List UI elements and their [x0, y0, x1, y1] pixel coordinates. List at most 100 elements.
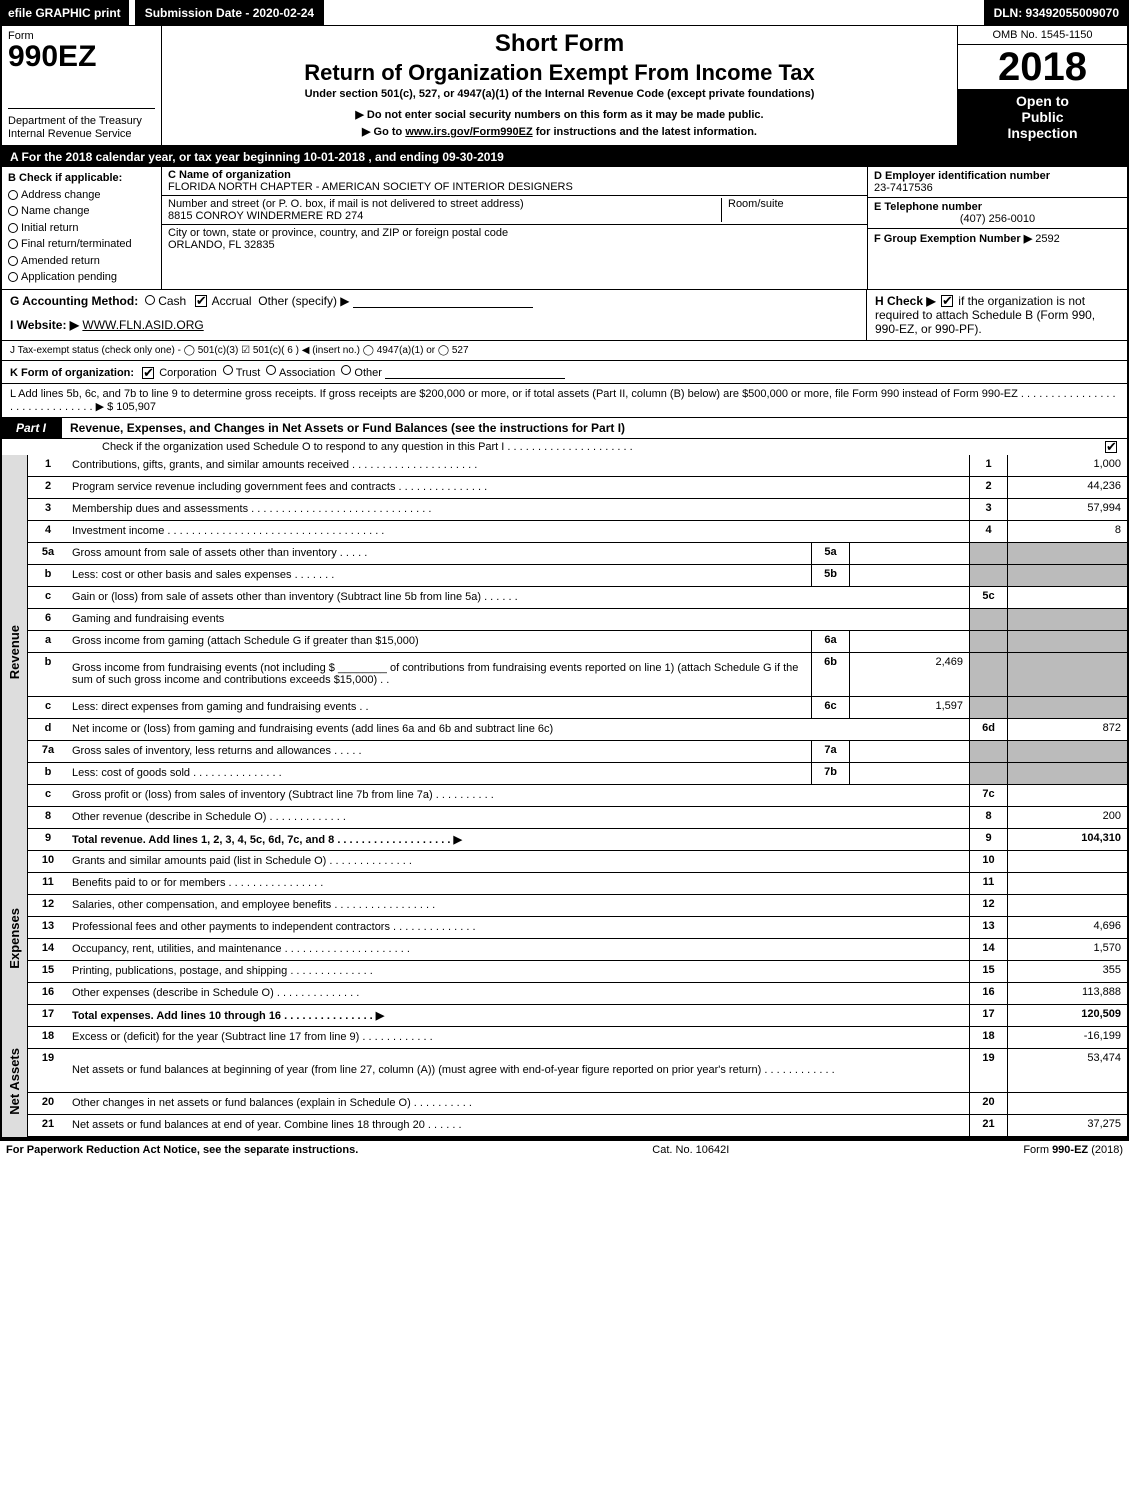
line-8: 8Other revenue (describe in Schedule O) …	[28, 807, 1127, 829]
line-c: cLess: direct expenses from gaming and f…	[28, 697, 1127, 719]
ein-label: D Employer identification number	[874, 170, 1121, 182]
k-other-field[interactable]	[385, 365, 565, 379]
cb-assoc[interactable]	[266, 365, 276, 375]
col-val: -16,199	[1007, 1027, 1127, 1048]
col-num: 5c	[969, 587, 1007, 608]
col-val: 355	[1007, 961, 1127, 982]
box-b-label: B Check if applicable:	[8, 170, 155, 187]
cb-final-return[interactable]: Final return/terminated	[8, 236, 155, 253]
box-c: C Name of organization FLORIDA NORTH CHA…	[162, 167, 867, 289]
col-num: 14	[969, 939, 1007, 960]
cb-corp[interactable]	[142, 367, 154, 379]
line-20: 20Other changes in net assets or fund ba…	[28, 1093, 1127, 1115]
page-footer: For Paperwork Reduction Act Notice, see …	[0, 1139, 1129, 1159]
line-5a: 5aGross amount from sale of assets other…	[28, 543, 1127, 565]
cb-initial-return[interactable]: Initial return	[8, 220, 155, 237]
line-number: 7a	[28, 741, 68, 762]
tax-period-bar: A For the 2018 calendar year, or tax yea…	[0, 147, 1129, 167]
line-b: bLess: cost or other basis and sales exp…	[28, 565, 1127, 587]
dln: DLN: 93492055009070	[984, 0, 1129, 25]
cb-pending[interactable]: Application pending	[8, 269, 155, 286]
line-desc: Professional fees and other payments to …	[68, 917, 969, 938]
col-val	[1007, 631, 1127, 652]
ssn-note: ▶ Do not enter social security numbers o…	[355, 108, 763, 121]
g-other: Other (specify) ▶	[258, 294, 349, 308]
cb-part-i-schedule-o[interactable]	[1105, 441, 1117, 453]
cb-other[interactable]	[341, 365, 351, 375]
line-12: 12Salaries, other compensation, and empl…	[28, 895, 1127, 917]
line-21: 21Net assets or fund balances at end of …	[28, 1115, 1127, 1137]
line-number: 19	[28, 1049, 68, 1092]
footer-left: For Paperwork Reduction Act Notice, see …	[6, 1144, 358, 1156]
col-val: 872	[1007, 719, 1127, 740]
line-number: c	[28, 785, 68, 806]
col-num: 20	[969, 1093, 1007, 1114]
sub-col-num: 7b	[811, 763, 849, 784]
submission-date: Submission Date - 2020-02-24	[135, 0, 324, 25]
col-val	[1007, 873, 1127, 894]
line-desc: Total expenses. Add lines 10 through 16 …	[68, 1005, 969, 1026]
info-grid: B Check if applicable: Address change Na…	[0, 167, 1129, 290]
line-number: c	[28, 697, 68, 718]
line-desc: Gross profit or (loss) from sales of inv…	[68, 785, 969, 806]
line-desc: Program service revenue including govern…	[68, 477, 969, 498]
part-i-check-text: Check if the organization used Schedule …	[102, 441, 633, 453]
l-text: L Add lines 5b, 6c, and 7b to line 9 to …	[10, 388, 1116, 413]
g-other-field[interactable]	[353, 294, 533, 308]
line-number: b	[28, 653, 68, 696]
line-d: dNet income or (loss) from gaming and fu…	[28, 719, 1127, 741]
col-val: 104,310	[1007, 829, 1127, 850]
col-val	[1007, 653, 1127, 696]
col-num: 10	[969, 851, 1007, 872]
line-1: 1Contributions, gifts, grants, and simil…	[28, 455, 1127, 477]
col-num: 18	[969, 1027, 1007, 1048]
irs-link[interactable]: www.irs.gov/Form990EZ	[405, 126, 532, 138]
sub-col-val: 1,597	[849, 697, 969, 718]
sub-col-val	[849, 763, 969, 784]
col-val: 4,696	[1007, 917, 1127, 938]
footer-mid: Cat. No. 10642I	[652, 1144, 729, 1156]
cb-address-change[interactable]: Address change	[8, 187, 155, 204]
sub-col-num: 5a	[811, 543, 849, 564]
part-i-header: Part I Revenue, Expenses, and Changes in…	[0, 418, 1129, 439]
form-title: Return of Organization Exempt From Incom…	[304, 60, 815, 86]
col-val	[1007, 763, 1127, 784]
line-16: 16Other expenses (describe in Schedule O…	[28, 983, 1127, 1005]
footer-right: Form 990-EZ (2018)	[1023, 1144, 1123, 1156]
cb-amended[interactable]: Amended return	[8, 253, 155, 270]
omb-number: OMB No. 1545-1150	[958, 26, 1127, 45]
box-b: B Check if applicable: Address change Na…	[2, 167, 162, 289]
col-num	[969, 653, 1007, 696]
cb-h[interactable]	[941, 295, 953, 307]
cb-cash[interactable]	[145, 295, 155, 305]
sub-col-num: 6c	[811, 697, 849, 718]
line-desc: Gross income from gaming (attach Schedul…	[68, 631, 811, 652]
line-14: 14Occupancy, rent, utilities, and mainte…	[28, 939, 1127, 961]
col-val	[1007, 587, 1127, 608]
line-number: 1	[28, 455, 68, 476]
line-desc: Excess or (deficit) for the year (Subtra…	[68, 1027, 969, 1048]
form-title-block: Short Form Return of Organization Exempt…	[162, 26, 957, 145]
efile-print-button[interactable]: efile GRAPHIC print	[0, 0, 129, 25]
line-b: bGross income from fundraising events (n…	[28, 653, 1127, 697]
line-number: 6	[28, 609, 68, 630]
line-desc: Printing, publications, postage, and shi…	[68, 961, 969, 982]
box-def: D Employer identification number 23-7417…	[867, 167, 1127, 289]
line-2: 2Program service revenue including gover…	[28, 477, 1127, 499]
form-id-block: Form 990EZ Department of the Treasury In…	[2, 26, 162, 145]
cb-accrual[interactable]	[195, 295, 207, 307]
cb-name-change[interactable]: Name change	[8, 203, 155, 220]
website-value[interactable]: WWW.FLN.ASID.ORG	[82, 318, 203, 332]
line-number: 5a	[28, 543, 68, 564]
col-num: 11	[969, 873, 1007, 894]
col-num: 12	[969, 895, 1007, 916]
line-number: 8	[28, 807, 68, 828]
cb-trust[interactable]	[223, 365, 233, 375]
goto-suffix: for instructions and the latest informat…	[533, 126, 757, 138]
col-val	[1007, 1093, 1127, 1114]
group-label: F Group Exemption Number ▶	[874, 233, 1035, 245]
line-number: 15	[28, 961, 68, 982]
goto-note: ▶ Go to www.irs.gov/Form990EZ for instru…	[362, 125, 757, 138]
line-number: 9	[28, 829, 68, 850]
line-c: cGross profit or (loss) from sales of in…	[28, 785, 1127, 807]
